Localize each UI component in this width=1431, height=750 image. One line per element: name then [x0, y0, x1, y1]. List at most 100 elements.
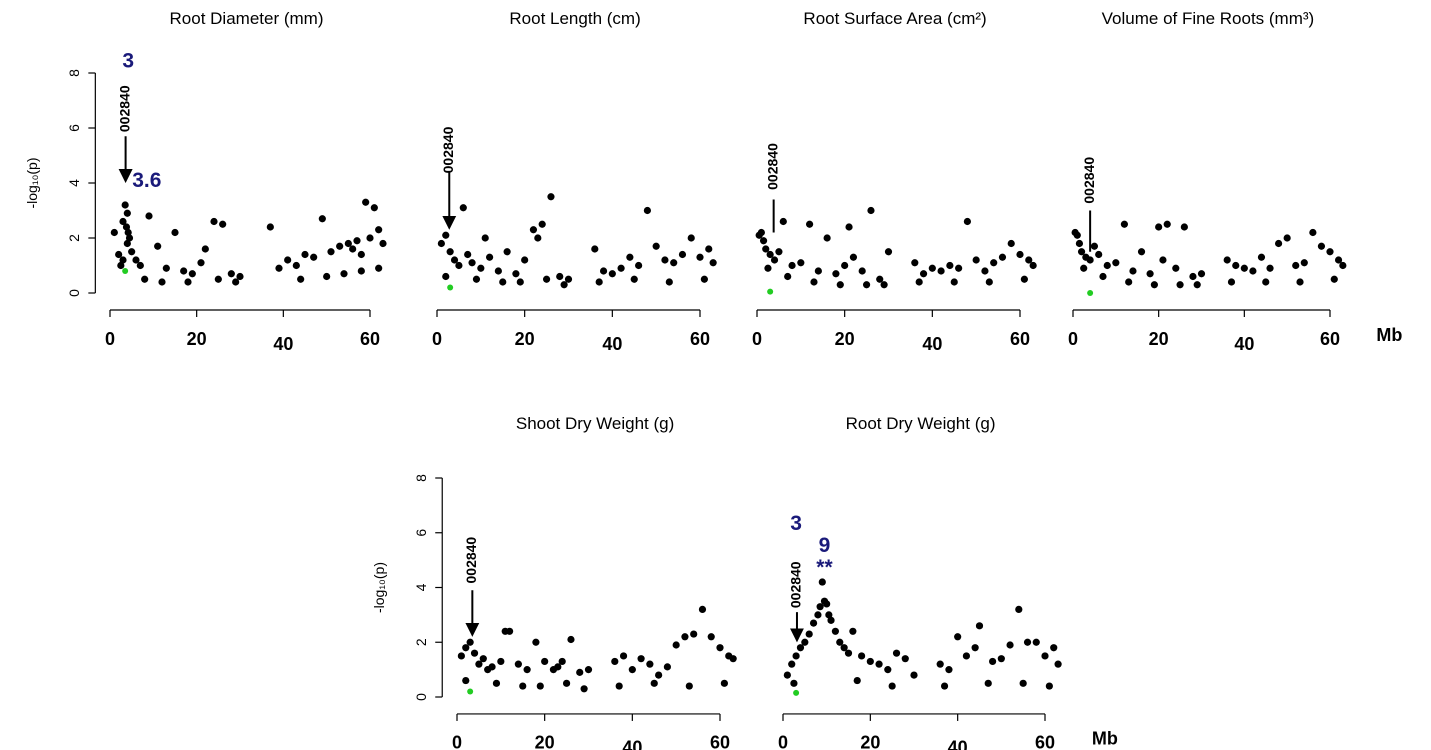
snp-point — [936, 660, 944, 668]
snp-point — [810, 278, 818, 286]
snp-point — [567, 635, 575, 644]
annotation: 002840 — [463, 537, 479, 584]
snp-point — [562, 679, 571, 687]
snp-point — [911, 259, 919, 267]
snp-point — [124, 228, 132, 237]
snp-point — [650, 679, 658, 687]
snp-point — [805, 630, 813, 638]
snp-point — [1334, 256, 1343, 264]
snp-point — [171, 228, 179, 237]
x-tick-label: 0 — [778, 733, 788, 750]
snp-point — [617, 264, 625, 272]
snp-point — [542, 275, 551, 283]
snp-point — [1050, 644, 1058, 652]
snp-point — [188, 270, 196, 278]
snp-point — [836, 281, 844, 289]
snp-point — [858, 652, 866, 660]
snp-point — [481, 234, 489, 242]
snp-point — [836, 638, 844, 646]
snp-point — [556, 272, 564, 281]
snp-point — [981, 267, 989, 275]
snp-point — [946, 261, 954, 270]
snp-point — [985, 278, 993, 286]
snp-point — [790, 679, 798, 687]
snp-point — [512, 270, 520, 278]
snp-point — [1025, 256, 1033, 264]
snp-point — [236, 272, 244, 281]
snp-point — [1020, 275, 1028, 283]
snp-point — [1112, 259, 1120, 267]
snp-point — [536, 682, 544, 690]
snp-point — [599, 267, 608, 275]
chart-title: Shoot Dry Weight (g) — [516, 414, 674, 433]
snp-point — [1283, 234, 1291, 242]
snp-point — [275, 264, 283, 272]
snp-point — [784, 272, 792, 281]
snp-point — [840, 644, 848, 652]
snp-point — [514, 660, 522, 668]
snp-point — [705, 245, 713, 253]
annotation: 002840 — [116, 85, 132, 132]
y-axis-label: -log₁₀(p) — [371, 562, 387, 613]
snp-point — [1090, 242, 1099, 250]
snp-point — [122, 223, 131, 231]
chart-title: Root Length (cm) — [509, 9, 640, 28]
snp-point — [115, 250, 123, 259]
snp-point — [608, 270, 616, 278]
snp-point — [459, 204, 467, 212]
snp-point — [584, 666, 593, 674]
snp-point — [845, 223, 853, 231]
snp-point — [462, 676, 470, 685]
snp-point — [940, 682, 949, 690]
snp-point — [1163, 220, 1171, 228]
snp-point — [297, 275, 305, 283]
snp-point — [494, 267, 502, 275]
annotation: 002840 — [764, 143, 780, 190]
snp-point — [681, 633, 689, 641]
snp-point — [455, 261, 463, 270]
snp-point — [635, 261, 643, 270]
snp-point — [121, 201, 129, 209]
y-tick-label: 2 — [413, 638, 429, 646]
snp-point — [523, 666, 531, 674]
snp-point — [690, 630, 698, 638]
snp-point — [145, 212, 153, 220]
snp-point — [1077, 248, 1086, 256]
snp-point — [665, 278, 673, 286]
x-tick-label: 60 — [1035, 733, 1055, 750]
snp-point — [318, 215, 326, 223]
snp-point — [446, 248, 454, 256]
snp-point — [472, 275, 481, 283]
snp-point — [626, 253, 634, 261]
snp-point — [560, 281, 568, 289]
snp-point — [720, 679, 728, 687]
annotation: 002840 — [788, 561, 804, 608]
annotation: 3.6 — [132, 169, 161, 192]
annotation: 3 — [122, 50, 134, 73]
snp-point — [1015, 605, 1023, 614]
snp-point — [128, 248, 136, 256]
snp-point — [162, 264, 170, 272]
snp-point — [858, 267, 866, 275]
x-tick-label: 40 — [602, 334, 622, 354]
snp-point — [729, 655, 737, 663]
snp-point — [506, 627, 514, 635]
snp-point — [875, 660, 883, 668]
snp-point — [779, 217, 787, 226]
highlight-point — [793, 689, 800, 696]
snp-point — [468, 259, 476, 267]
snp-point — [637, 655, 645, 663]
snp-point — [1029, 261, 1037, 270]
snp-point — [1054, 660, 1062, 668]
snp-point — [615, 682, 623, 690]
snp-point — [670, 259, 678, 267]
snp-point — [564, 275, 573, 283]
y-tick-label: 0 — [66, 289, 82, 297]
snp-point — [1275, 239, 1283, 248]
x-tick-label: 0 — [105, 329, 115, 349]
snp-point — [437, 239, 445, 248]
x-tick-label: 60 — [690, 329, 710, 349]
snp-point — [707, 633, 715, 641]
snp-point — [853, 676, 861, 685]
x-axis-label: Mb — [1092, 729, 1118, 749]
